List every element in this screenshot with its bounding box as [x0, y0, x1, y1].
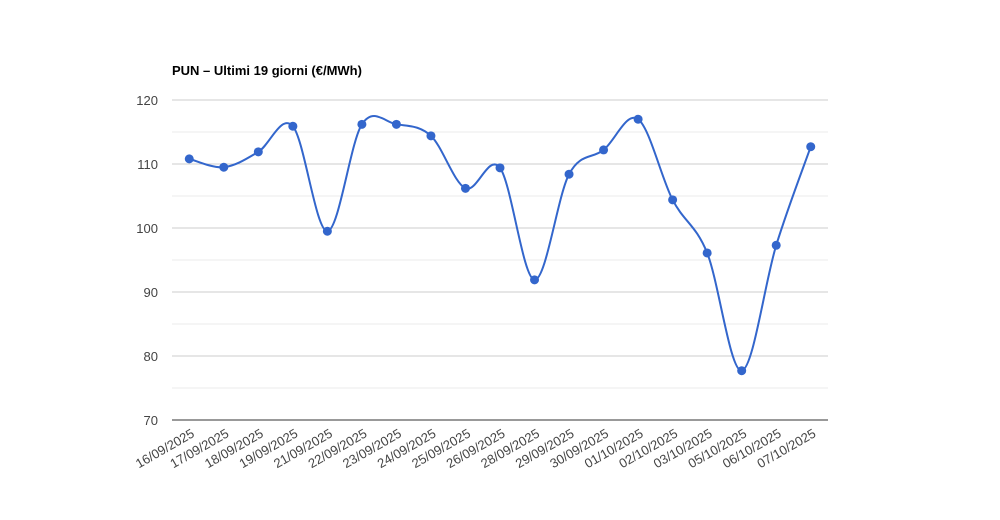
y-tick-label: 100 [136, 221, 158, 236]
point [737, 366, 747, 376]
y-tick-label: 110 [137, 157, 158, 172]
y-tick-label: 120 [136, 93, 158, 108]
point [219, 162, 229, 172]
point [702, 248, 712, 258]
point [322, 226, 332, 236]
point [530, 275, 540, 285]
point [288, 121, 298, 131]
point [460, 183, 470, 193]
point [633, 114, 643, 124]
point [357, 119, 367, 129]
point [391, 119, 401, 129]
point [184, 154, 194, 164]
point [495, 163, 505, 173]
point [564, 169, 574, 179]
point [426, 131, 436, 141]
line [188, 114, 812, 372]
point [806, 142, 816, 152]
y-tick-label: 70 [144, 413, 158, 428]
point [771, 240, 781, 250]
y-tick-label: 80 [144, 349, 158, 364]
point [599, 145, 609, 155]
point [253, 147, 263, 157]
chart-title: PUN – Ultimi 19 giorni (€/MWh) [172, 63, 362, 78]
point [668, 195, 678, 205]
y-tick-label: 90 [144, 285, 158, 300]
